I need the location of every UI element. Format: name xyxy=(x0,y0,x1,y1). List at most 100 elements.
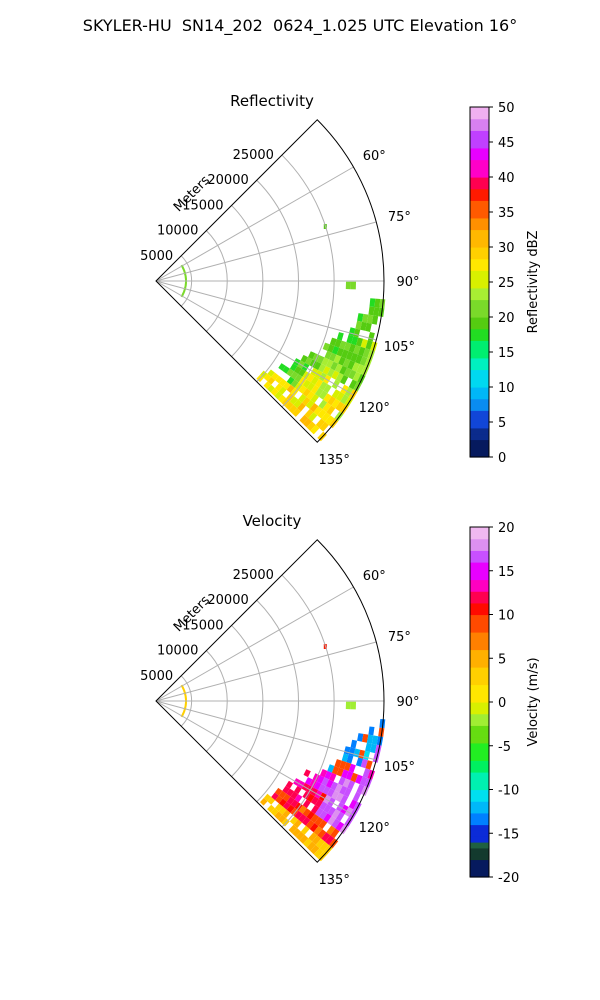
colorbar-tick-label: 10 xyxy=(498,609,515,624)
colorbar-band xyxy=(470,591,489,598)
echo-cell xyxy=(274,383,283,392)
echo-cell xyxy=(286,788,295,797)
echo-cell xyxy=(289,363,298,372)
echo-cell xyxy=(310,424,320,435)
colorbar-band xyxy=(470,719,489,726)
near-echo-cell xyxy=(182,290,186,294)
near-echo-cell xyxy=(182,687,185,691)
echo-cell xyxy=(288,824,298,834)
colorbar-tick-label: 15 xyxy=(498,565,515,580)
echo-cell xyxy=(343,342,352,352)
echo-cell xyxy=(282,365,290,374)
azimuth-line xyxy=(155,700,354,816)
echo-cell xyxy=(345,351,354,361)
colorbar-tick-label: 20 xyxy=(498,521,515,536)
echo-cell xyxy=(302,388,311,397)
echo-cell xyxy=(327,816,336,826)
colorbar-band xyxy=(470,334,489,341)
colorbar-band xyxy=(470,188,489,196)
echo-cell xyxy=(305,357,313,366)
colorbar-band xyxy=(470,836,489,843)
echo-cell xyxy=(278,806,287,815)
echo-cell xyxy=(303,838,313,848)
echo-cell xyxy=(298,813,307,823)
echo-cell xyxy=(324,770,332,780)
echo-cell xyxy=(327,806,336,816)
polar-grid xyxy=(155,154,384,408)
colorbar-band xyxy=(470,212,489,219)
echo-cell xyxy=(330,361,339,371)
echo-cell xyxy=(306,421,316,431)
echo-cell xyxy=(323,804,332,814)
colorbar-band xyxy=(470,112,489,120)
range-tick-label: 10000 xyxy=(157,224,198,239)
echo-cell xyxy=(263,373,272,382)
echo-cell xyxy=(319,801,328,811)
echo-cell xyxy=(294,794,303,803)
echo-cell xyxy=(316,355,325,364)
echo-cell xyxy=(362,313,369,323)
colorbar-band xyxy=(470,305,489,312)
echo-cell xyxy=(302,396,311,406)
echo-cell xyxy=(263,793,272,802)
echo-cell xyxy=(315,838,325,849)
colorbar-band xyxy=(470,632,489,639)
echo-cell xyxy=(356,784,365,794)
echo-cell xyxy=(313,406,323,416)
echo-cell xyxy=(326,788,335,798)
echo-cell xyxy=(294,810,303,820)
near-echo-cell xyxy=(181,686,185,689)
colorbar-tick-label: 25 xyxy=(498,276,515,291)
echo-cell xyxy=(352,371,361,382)
echo-cell xyxy=(366,734,374,744)
sector-frame xyxy=(155,539,385,863)
echo-cell xyxy=(358,346,366,357)
colorbar-band xyxy=(470,696,489,703)
colorbar-band xyxy=(470,556,489,563)
colorbar-band xyxy=(470,865,489,872)
colorbar-band xyxy=(470,177,489,184)
echo-cell xyxy=(318,363,326,373)
echo-cell xyxy=(342,358,351,368)
colorbar-band xyxy=(470,375,489,382)
echo-cell xyxy=(293,819,302,829)
angle-tick-label: 75° xyxy=(388,210,411,225)
echo-cell xyxy=(347,360,356,370)
colorbar: 0 5 10 15 20 25 30 35 40 45 50 Reflectivity dBZ xyxy=(469,101,541,466)
echo-cell xyxy=(342,778,351,788)
angle-tick-label: 135° xyxy=(319,873,350,888)
colorbar-band xyxy=(470,439,489,446)
echo-cell xyxy=(336,347,344,357)
echo-cell xyxy=(330,828,340,839)
echo-cell xyxy=(324,350,332,360)
echo-cell xyxy=(282,785,290,794)
echo-cell xyxy=(331,818,341,829)
colorbar-band xyxy=(470,427,489,435)
colorbar-band xyxy=(470,754,489,761)
echo-cell xyxy=(308,832,318,842)
echo-cell xyxy=(319,810,328,820)
colorbar-band xyxy=(470,684,489,691)
range-tick-label: 5000 xyxy=(140,669,173,684)
echo-cell xyxy=(306,373,315,383)
echo-cell xyxy=(378,307,385,317)
near-echo-cell xyxy=(183,289,186,292)
echo-cell xyxy=(325,359,334,369)
echo-cell xyxy=(371,315,379,325)
near-echo-cell xyxy=(182,268,186,272)
echo-cell xyxy=(341,349,349,359)
echo-cell xyxy=(318,783,326,793)
echo-cell xyxy=(331,346,340,355)
echo-cell xyxy=(299,414,309,424)
colorbar-band xyxy=(470,713,489,721)
echo-cell xyxy=(317,409,327,419)
echo-cell xyxy=(323,384,332,394)
colorbar-band xyxy=(470,672,489,680)
colorbar-band xyxy=(470,824,489,831)
echo-cell xyxy=(325,835,335,845)
echo-cell xyxy=(313,781,322,791)
echo-cell xyxy=(367,332,375,342)
colorbar-band xyxy=(470,702,489,709)
colorbar-tick-label: 30 xyxy=(498,241,515,256)
echo-cell xyxy=(298,393,307,403)
